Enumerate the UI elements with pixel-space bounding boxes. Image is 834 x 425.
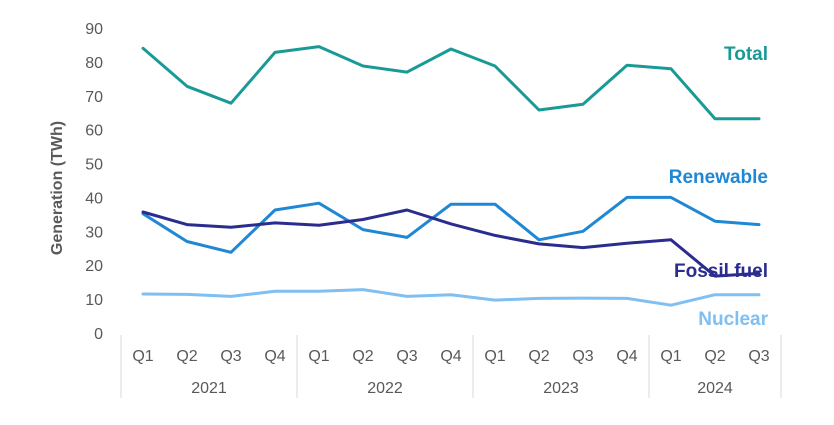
y-tick-label: 20 [85,258,103,275]
x-tick-label: Q1 [484,348,505,365]
y-tick-label: 50 [85,157,103,174]
x-tick-label: Q3 [396,348,417,365]
x-tick-label: Q4 [440,348,461,365]
series-label-fossil-fuel: Fossil fuel [674,261,768,282]
y-tick-label: 90 [85,21,103,38]
series-label-total: Total [724,44,768,65]
x-tick-label: Q4 [616,348,637,365]
series-line-total [141,45,761,121]
x-tick-label: Q2 [352,348,373,365]
y-tick-label: 80 [85,55,103,72]
x-tick-label: Q3 [572,348,593,365]
y-axis-title: Generation (TWh) [49,121,66,255]
y-tick-label: 60 [85,123,103,140]
series-label-renewable: Renewable [669,167,768,188]
x-tick-label: Q4 [264,348,285,365]
x-year-label: 2021 [191,380,227,397]
series-line-nuclear [141,288,761,307]
y-tick-label: 30 [85,224,103,241]
x-year-label: 2022 [367,380,403,397]
x-tick-label: Q1 [660,348,681,365]
y-axis-ticks: 0 10 20 30 40 50 60 70 80 90 [85,21,103,343]
x-tick-label: Q1 [132,348,153,365]
series-line-renewable [141,195,761,254]
y-tick-label: 0 [94,326,103,343]
y-tick-label: 40 [85,190,103,207]
x-tick-label: Q2 [176,348,197,365]
series-label-nuclear: Nuclear [698,309,768,330]
x-tick-label: Q2 [704,348,725,365]
series-line-fossil-fuel [141,208,761,278]
x-tick-label: Q3 [748,348,769,365]
x-tick-label: Q3 [220,348,241,365]
series-labels: Total Renewable Fossil fuel Nuclear [669,44,769,330]
x-tick-label: Q1 [308,348,329,365]
x-axis: Q1 Q2 Q3 Q4 Q1 Q2 Q3 Q4 Q1 Q2 Q3 Q4 Q1 Q2 Q3 2021 2022 20… [120,335,782,398]
x-year-label: 2023 [543,380,579,397]
x-year-label: 2024 [697,380,733,397]
y-tick-label: 10 [85,292,103,309]
y-tick-label: 70 [85,89,103,106]
x-tick-label: Q2 [528,348,549,365]
series-lines [141,45,761,307]
